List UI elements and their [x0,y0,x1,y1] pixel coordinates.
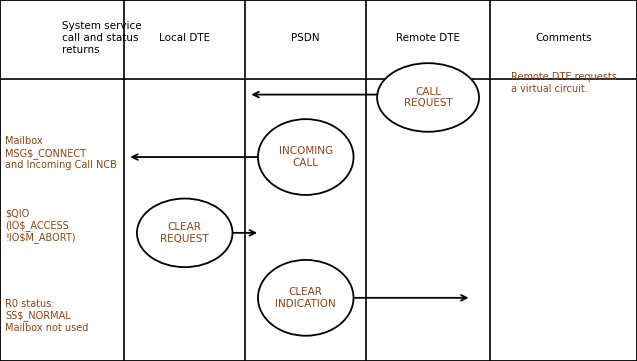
Ellipse shape [137,199,233,267]
Text: System service
call and status
returns: System service call and status returns [62,21,141,55]
Text: CALL
REQUEST: CALL REQUEST [404,87,452,108]
Text: PSDN: PSDN [292,33,320,43]
Text: Local DTE: Local DTE [159,33,210,43]
Text: Mailbox
MSG$_CONNECT
and Incoming Call NCB: Mailbox MSG$_CONNECT and Incoming Call N… [5,136,117,170]
Ellipse shape [377,63,479,132]
Text: Comments: Comments [536,33,592,43]
Text: CLEAR
INDICATION: CLEAR INDICATION [275,287,336,309]
Text: $QIO
(IO$_ACCESS
!IO$M_ABORT): $QIO (IO$_ACCESS !IO$M_ABORT) [5,208,76,243]
Ellipse shape [258,260,354,336]
Text: Remote DTE requests
a virtual circuit.: Remote DTE requests a virtual circuit. [511,72,617,94]
Text: R0 status:
SS$_NORMAL
Mailbox not used: R0 status: SS$_NORMAL Mailbox not used [5,299,89,333]
Ellipse shape [258,119,354,195]
Text: Remote DTE: Remote DTE [396,33,460,43]
Text: CLEAR
REQUEST: CLEAR REQUEST [161,222,209,244]
Text: INCOMING
CALL: INCOMING CALL [279,146,333,168]
